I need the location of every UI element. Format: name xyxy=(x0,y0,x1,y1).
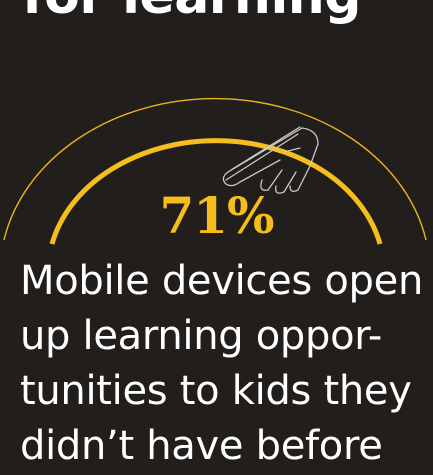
stat-percentage: 71% xyxy=(159,186,274,245)
heading: for learning xyxy=(22,0,362,26)
hand-tapping-icon xyxy=(222,126,319,194)
caption-line: Mobile devices open xyxy=(20,258,423,304)
caption-line: didn’t have before xyxy=(20,423,383,469)
arc-graphic xyxy=(3,97,427,245)
caption: Mobile devices open up learning oppor- t… xyxy=(20,254,433,474)
inner-arc xyxy=(49,138,383,245)
outer-arc xyxy=(3,97,427,241)
caption-line: up learning oppor- xyxy=(20,313,383,359)
caption-line: tunities to kids they xyxy=(20,368,412,414)
